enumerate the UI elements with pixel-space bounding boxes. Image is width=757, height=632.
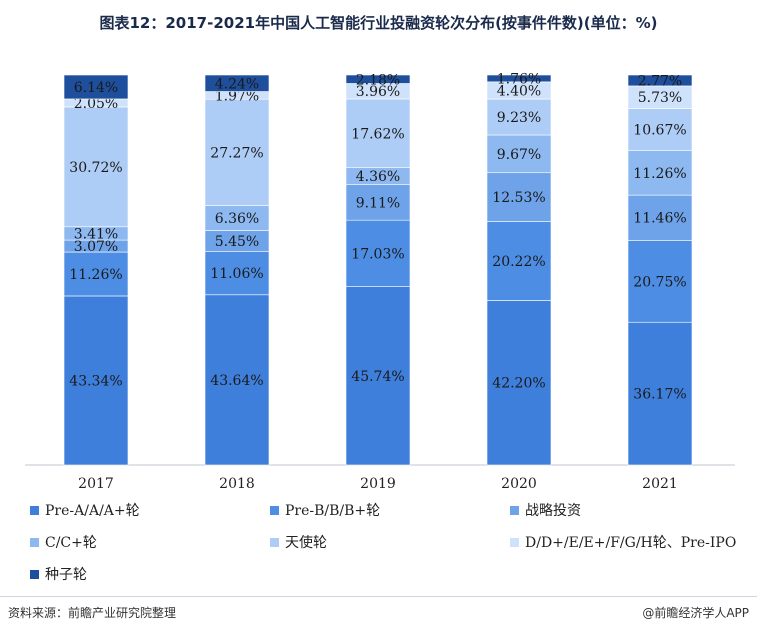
legend-item: 战略投资 xyxy=(510,500,581,520)
data-label: 10.67% xyxy=(633,123,686,139)
legend-item: 种子轮 xyxy=(30,564,87,584)
bar-segment xyxy=(345,184,411,221)
data-label: 4.40% xyxy=(497,83,541,99)
legend-swatch xyxy=(30,505,39,515)
legend-item: D/D+/E/E+/F/G/H轮、Pre-IPO xyxy=(510,532,736,552)
bar-segment xyxy=(486,172,552,222)
bar-segment xyxy=(486,98,552,136)
data-label: 4.36% xyxy=(356,169,400,185)
data-label: 5.45% xyxy=(215,234,259,250)
bar-segment xyxy=(345,74,411,84)
bar-segment xyxy=(63,295,129,466)
legend-label: D/D+/E/E+/F/G/H轮、Pre-IPO xyxy=(525,535,737,551)
legend-label: C/C+轮 xyxy=(45,535,97,551)
legend-label: 天使轮 xyxy=(285,535,327,551)
legend-label: 战略投资 xyxy=(525,503,581,519)
data-label: 3.07% xyxy=(74,239,118,255)
bar-segment xyxy=(627,74,693,87)
bar-segment xyxy=(486,221,552,301)
data-label: 9.23% xyxy=(497,110,541,126)
data-label: 11.46% xyxy=(633,211,686,227)
data-label: 36.17% xyxy=(633,387,686,403)
bar-segment xyxy=(627,108,693,151)
bar-segment xyxy=(345,286,411,466)
bar-segment xyxy=(204,98,270,206)
data-label: 11.06% xyxy=(210,266,263,282)
bar-segment xyxy=(63,106,129,228)
legend-swatch xyxy=(510,537,519,547)
data-label: 2.05% xyxy=(74,96,118,112)
footer-divider xyxy=(0,596,757,597)
bar-segment xyxy=(345,219,411,287)
bar-segment xyxy=(63,74,129,100)
x-tick-label: 2020 xyxy=(501,476,537,492)
legend-label: Pre-A/A/A+轮 xyxy=(45,503,140,519)
bar-segment xyxy=(204,74,270,92)
data-label: 43.34% xyxy=(69,373,122,389)
data-label: 2.18% xyxy=(356,72,400,88)
legend-swatch xyxy=(30,569,39,579)
bar-segment xyxy=(486,300,552,466)
data-label: 6.36% xyxy=(215,211,259,227)
data-label: 42.20% xyxy=(492,376,545,392)
legend-item: Pre-B/B/B+轮 xyxy=(270,500,380,520)
data-label: 4.24% xyxy=(215,76,259,92)
data-label: 20.22% xyxy=(492,254,545,270)
data-label: 45.74% xyxy=(351,369,404,385)
bar-segment xyxy=(486,134,552,174)
legend-swatch xyxy=(270,537,279,547)
data-label: 20.75% xyxy=(633,274,686,290)
brand-credit: @前瞻经济学人APP xyxy=(642,606,749,620)
legend-swatch xyxy=(510,505,519,515)
x-tick-label: 2017 xyxy=(78,476,114,492)
source-note: 资料来源：前瞻产业研究院整理 xyxy=(8,606,177,620)
legend-item: Pre-A/A/A+轮 xyxy=(30,500,140,520)
legend-item: 天使轮 xyxy=(270,532,327,552)
data-label: 2.77% xyxy=(638,73,682,89)
bar-segment xyxy=(627,240,693,323)
data-label: 3.41% xyxy=(74,226,118,242)
legend-swatch xyxy=(30,537,39,547)
data-label: 1.76% xyxy=(497,71,541,87)
bar-segment xyxy=(204,251,270,296)
legend-label: Pre-B/B/B+轮 xyxy=(285,503,381,519)
data-label: 27.27% xyxy=(210,145,263,161)
chart-title: 图表12：2017-2021年中国人工智能行业投融资轮次分布(按事件件数)(单位… xyxy=(99,14,658,32)
data-label: 9.11% xyxy=(356,195,400,211)
data-label: 9.67% xyxy=(497,147,541,163)
data-label: 17.62% xyxy=(351,126,404,142)
x-tick-label: 2021 xyxy=(642,476,678,492)
legend-swatch xyxy=(270,505,279,515)
data-label: 11.26% xyxy=(633,166,686,182)
data-label: 1.97% xyxy=(215,88,259,104)
data-label: 11.26% xyxy=(69,267,122,283)
data-label: 12.53% xyxy=(492,190,545,206)
legend-label: 种子轮 xyxy=(45,567,87,583)
bar-segment xyxy=(486,74,552,83)
data-label: 43.64% xyxy=(210,373,263,389)
bar-segment xyxy=(627,194,693,241)
data-label: 17.03% xyxy=(351,246,404,262)
x-tick-label: 2018 xyxy=(219,476,255,492)
bar-segment xyxy=(204,294,270,466)
x-tick-label: 2019 xyxy=(360,476,396,492)
legend-item: C/C+轮 xyxy=(30,532,97,552)
data-label: 30.72% xyxy=(69,160,122,176)
data-label: 5.73% xyxy=(638,90,682,106)
data-label: 6.14% xyxy=(74,80,118,96)
bar-segment xyxy=(204,205,270,231)
bar-segment xyxy=(627,150,693,196)
data-label: 3.96% xyxy=(356,84,400,100)
